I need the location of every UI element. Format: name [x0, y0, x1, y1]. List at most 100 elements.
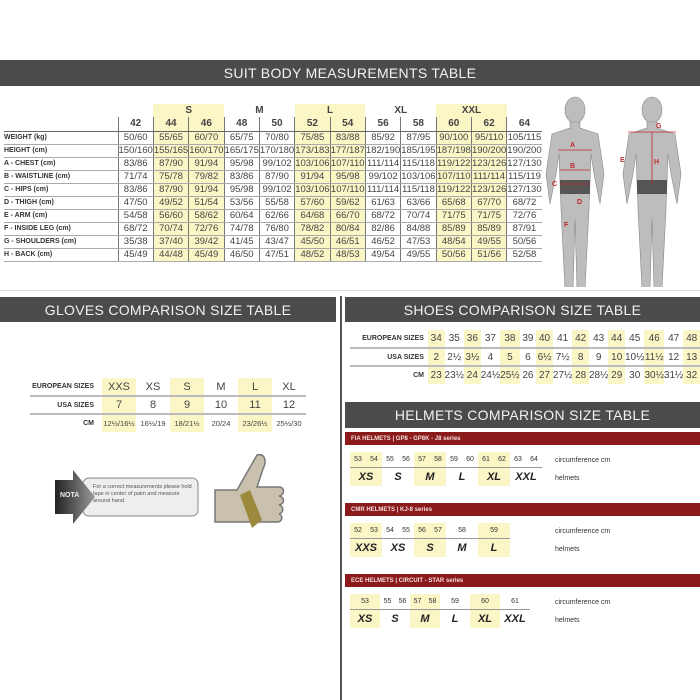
table-cell: 47/53 [400, 235, 437, 249]
table-cell: 12 [663, 348, 684, 367]
circumference-value: 59 [451, 598, 459, 605]
table-cell: 31½ [663, 370, 684, 381]
helmet-size-group: 61 XXL [500, 594, 530, 628]
table-cell: 24 [463, 366, 481, 384]
table-cell: 75/78 [152, 170, 189, 184]
table-cell: 10½ [624, 348, 645, 367]
helmets-label: helmets [555, 475, 580, 482]
circumference-value: 57 [418, 456, 426, 463]
table-cell: 9 [170, 396, 204, 415]
table-cell: 46/51 [329, 235, 366, 249]
table-cell: XXS [102, 378, 136, 397]
table-cell: 56/60 [152, 209, 189, 223]
size-group-cell: L [294, 104, 366, 117]
helmets-label: helmets [555, 546, 580, 553]
circumference-value: 63 [514, 456, 522, 463]
table-cell: 7½ [552, 348, 573, 367]
table-cell: 45/49 [117, 248, 154, 262]
size-header: 46 [188, 117, 225, 132]
table-cell: 53/56 [223, 196, 260, 210]
table-cell: 58/62 [188, 209, 225, 223]
table-cell: 37/40 [152, 235, 189, 249]
helmet-size-grid: 53 XS 55 56 S 57 58 M 59 L 60 XL 61 XXL [350, 594, 530, 628]
table-cell: 6½ [536, 348, 553, 367]
table-cell: 24½ [480, 370, 501, 381]
circumference-value: 57 [434, 527, 442, 534]
table-cell: 62/66 [258, 209, 295, 223]
table-cell: 32 [683, 366, 700, 384]
circumference-cells: 53 [350, 594, 380, 610]
table-cell: 72/76 [188, 222, 225, 236]
table-cell: 87/90 [152, 183, 189, 197]
body-measurement-figure: A B C D E F G H [545, 96, 682, 287]
table-cell: 10 [608, 348, 625, 367]
helmet-size: XXL [504, 613, 526, 625]
blank-cell [4, 117, 118, 132]
helmet-section-bar: FIA HELMETS | GP8 - GP8K - J8 series [345, 432, 700, 445]
table-cell: 38 [500, 330, 520, 349]
row-label: EUROPEAN SIZES [350, 330, 428, 349]
helmet-size-group: 52 53 XXS [350, 523, 382, 557]
table-cell: 29 [608, 366, 625, 384]
table-cell: 115/118 [400, 183, 437, 197]
size-group-cell: M [255, 104, 264, 116]
circumference-cells: 59 [478, 523, 510, 539]
helmet-size: XL [478, 468, 510, 486]
nota-text: For a correct measurements please hold t… [93, 484, 192, 504]
table-cell: 20/24 [211, 419, 231, 428]
table-row: A - CHEST (cm) 83/86 87/90 91/94 95/98 99/102… [4, 157, 542, 171]
suit-table-title: SUIT BODY MEASUREMENTS TABLE [223, 65, 477, 81]
table-cell: XL [272, 378, 306, 397]
table-cell: 170/180 [258, 144, 295, 158]
table-cell: 111/114 [470, 170, 507, 184]
row-label: USA SIZES [350, 348, 428, 367]
table-cell: 67/70 [470, 196, 507, 210]
table-cell: 12 [272, 396, 306, 415]
circumference-value: 58 [428, 598, 437, 605]
circumference-value: 55 [383, 598, 392, 605]
helmet-size-group: 58 M [446, 523, 478, 557]
row-label: C - HIPS (cm) [4, 183, 118, 197]
table-cell: 46/52 [364, 235, 401, 249]
table-cell: 107/110 [329, 157, 366, 171]
table-row: G - SHOULDERS (cm) 35/38 37/40 39/42 41/45 43… [4, 235, 542, 249]
circumference-value: 52 [354, 527, 362, 534]
table-cell: 80/84 [329, 222, 366, 236]
table-cell: 27 [536, 366, 553, 384]
table-cell: 82/86 [364, 222, 401, 236]
table-cell: 49/52 [152, 196, 189, 210]
table-cell: M [204, 378, 238, 397]
table-cell: 28 [572, 366, 589, 384]
table-row: USA SIZES 2 2½ 3½ 4 5 6 6½ 7½ 8 9 10 10½ 11½ 12 13 [350, 348, 700, 367]
circumference-value: 54 [370, 456, 378, 463]
circumference-value: 57 [413, 598, 422, 605]
helmets-table-title: HELMETS COMPARISON SIZE TABLE [394, 407, 651, 423]
table-cell: 47/50 [117, 196, 154, 210]
table-cell: 185/195 [400, 144, 437, 158]
table-cell: 99/102 [258, 183, 295, 197]
row-label: H - BACK (cm) [4, 248, 118, 262]
table-cell: 95/98 [223, 157, 260, 171]
circumference-value: 53 [354, 456, 362, 463]
circumference-value: 58 [458, 527, 466, 534]
circumference-cells: 63 64 [510, 452, 542, 468]
table-cell: 55/58 [258, 196, 295, 210]
table-cell: 34 [427, 330, 445, 349]
shoes-table-title: SHOES COMPARISON SIZE TABLE [403, 301, 642, 318]
table-cell: 23½ [444, 370, 464, 381]
helmet-size: XS [390, 542, 406, 554]
circumference-value: 60 [481, 598, 489, 605]
table-cell: 85/92 [364, 131, 401, 145]
size-group-cell: XL [394, 104, 408, 116]
circumference-value: 56 [402, 456, 410, 463]
row-label: USA SIZES [30, 396, 102, 415]
table-cell: 10 [204, 396, 238, 415]
circumference-value: 56 [418, 527, 426, 534]
table-cell: 16½/19 [140, 419, 166, 428]
table-cell: 103/106 [294, 157, 331, 171]
circumference-value: 55 [402, 527, 410, 534]
circumference-cells: 59 [440, 594, 470, 610]
size-header: 50 [258, 117, 295, 132]
circumference-value: 61 [511, 598, 519, 605]
table-cell: 177/187 [329, 144, 366, 158]
